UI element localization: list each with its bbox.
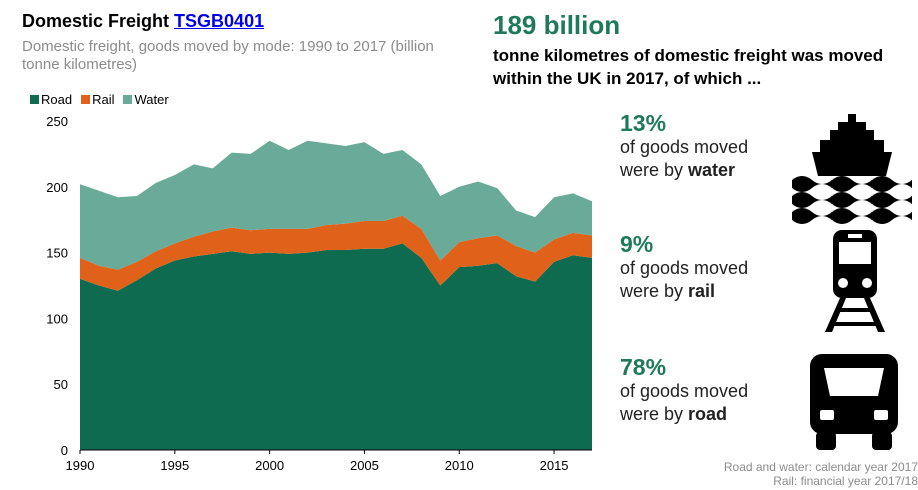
table-link[interactable]: TSGB0401 bbox=[174, 11, 265, 31]
stat-road: 78% of goods moved were by road bbox=[620, 354, 790, 426]
x-tick-label: 2005 bbox=[350, 458, 379, 473]
stat-line1: of goods moved bbox=[620, 381, 749, 401]
y-tick-label: 50 bbox=[54, 377, 68, 392]
footnote-rail: Rail: financial year 2017/18 bbox=[773, 474, 918, 488]
legend-swatch-rail bbox=[81, 95, 91, 104]
series-rail-area bbox=[80, 215, 592, 291]
page-title: Domestic Freight TSGB0401 bbox=[22, 11, 264, 32]
stat-line2: were by water bbox=[620, 160, 736, 180]
stat-line1: of goods moved bbox=[620, 258, 749, 278]
stat-percent: 9% bbox=[620, 231, 654, 257]
stacked-area-chart: 0 50 100 150 200 250 1990 1995 2000 2005 2010 2015 bbox=[46, 114, 592, 473]
y-tick-label: 200 bbox=[46, 180, 68, 195]
chart-subtitle: Domestic freight, goods moved by mode: 1… bbox=[22, 38, 434, 73]
legend-swatch-road bbox=[30, 95, 39, 104]
x-tick-label: 2000 bbox=[255, 458, 284, 473]
footnote-road-water: Road and water: calendar year 2017 bbox=[723, 460, 918, 474]
x-tick-label: 2015 bbox=[540, 458, 569, 473]
train-icon bbox=[825, 230, 885, 332]
stat-percent: 13% bbox=[620, 110, 667, 136]
stat-rail: 9% of goods moved were by rail bbox=[620, 231, 790, 303]
legend-item-rail: Rail bbox=[81, 92, 114, 107]
series-road-area bbox=[80, 243, 592, 450]
chart-legend: Road Rail Water bbox=[30, 92, 174, 107]
title-text: Domestic Freight bbox=[22, 11, 170, 31]
y-tick-label: 0 bbox=[61, 443, 68, 458]
stat-line2: were by road bbox=[620, 404, 728, 424]
headline-text: tonne kilometres of domestic freight was… bbox=[493, 46, 884, 88]
y-tick-label: 150 bbox=[46, 246, 68, 261]
stat-line2: were by rail bbox=[620, 281, 716, 301]
legend-swatch-water bbox=[123, 95, 133, 104]
stat-water: 13% of goods moved were by water bbox=[620, 110, 790, 182]
y-tick-label: 100 bbox=[46, 311, 68, 326]
y-tick-label: 250 bbox=[46, 114, 68, 129]
series-water-area bbox=[80, 140, 592, 270]
lorry-icon bbox=[810, 354, 898, 450]
x-tick-label: 1995 bbox=[160, 458, 189, 473]
ship-icon bbox=[792, 114, 912, 224]
legend-item-water: Water bbox=[123, 92, 169, 107]
stat-line1: of goods moved bbox=[620, 137, 749, 157]
headline-value: 189 billion bbox=[493, 10, 621, 40]
x-tick-label: 2010 bbox=[445, 458, 474, 473]
x-tick-label: 1990 bbox=[66, 458, 95, 473]
legend-item-road: Road bbox=[30, 92, 72, 107]
stat-percent: 78% bbox=[620, 354, 667, 380]
